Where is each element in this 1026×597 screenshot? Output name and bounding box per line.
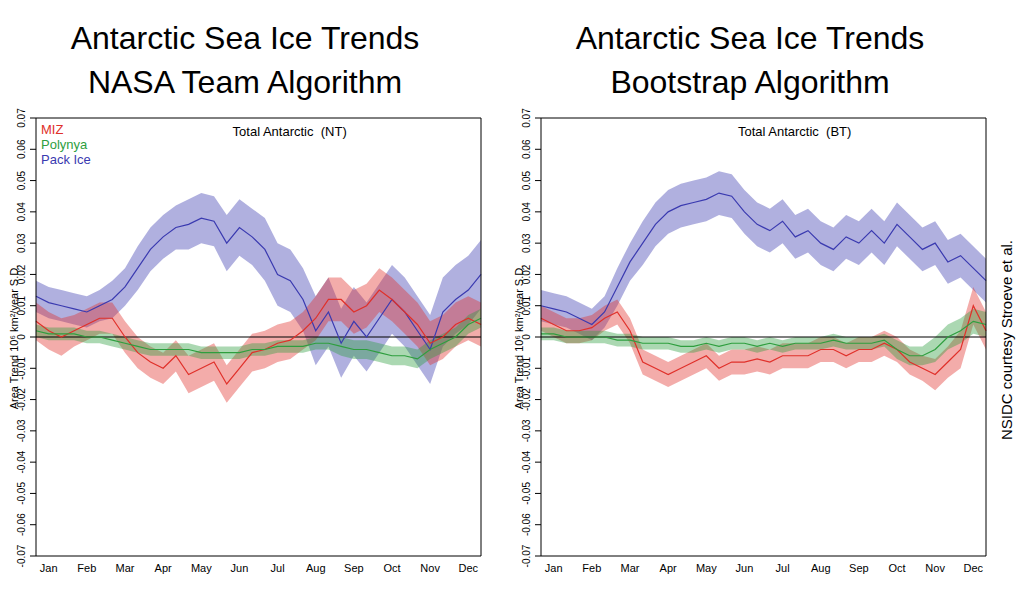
svg-text:Apr: Apr: [155, 562, 172, 574]
svg-text:Apr: Apr: [660, 562, 677, 574]
svg-text:Mar: Mar: [621, 562, 640, 574]
svg-text:0.07: 0.07: [521, 108, 532, 128]
svg-text:Jun: Jun: [231, 562, 249, 574]
svg-text:Aug: Aug: [811, 562, 831, 574]
svg-text:0.06: 0.06: [521, 139, 532, 159]
svg-text:Aug: Aug: [306, 562, 326, 574]
svg-text:Oct: Oct: [888, 562, 905, 574]
svg-text:Jan: Jan: [40, 562, 58, 574]
svg-text:-0.03: -0.03: [16, 419, 27, 442]
svg-text:0.07: 0.07: [16, 108, 27, 128]
svg-text:0.04: 0.04: [16, 202, 27, 222]
svg-text:0.03: 0.03: [16, 233, 27, 253]
svg-text:0.05: 0.05: [521, 170, 532, 190]
svg-text:Jul: Jul: [271, 562, 285, 574]
svg-text:0.05: 0.05: [16, 170, 27, 190]
svg-text:Nov: Nov: [420, 562, 440, 574]
svg-text:-0.04: -0.04: [521, 450, 532, 473]
svg-text:May: May: [696, 562, 717, 574]
svg-text:Oct: Oct: [383, 562, 400, 574]
svg-text:Jul: Jul: [776, 562, 790, 574]
svg-text:Nov: Nov: [925, 562, 945, 574]
svg-text:Dec: Dec: [459, 562, 479, 574]
svg-text:Sep: Sep: [344, 562, 364, 574]
svg-text:Sep: Sep: [849, 562, 869, 574]
svg-text:0.04: 0.04: [521, 202, 532, 222]
svg-text:Dec: Dec: [964, 562, 984, 574]
svg-text:-0.03: -0.03: [521, 419, 532, 442]
svg-text:Jan: Jan: [545, 562, 563, 574]
svg-text:-0.06: -0.06: [521, 513, 532, 536]
svg-text:Mar: Mar: [116, 562, 135, 574]
svg-text:-0.05: -0.05: [16, 482, 27, 505]
svg-text:-0.04: -0.04: [16, 450, 27, 473]
svg-text:Feb: Feb: [77, 562, 96, 574]
svg-text:May: May: [191, 562, 212, 574]
svg-text:Jun: Jun: [736, 562, 754, 574]
svg-text:Feb: Feb: [582, 562, 601, 574]
svg-text:-0.06: -0.06: [16, 513, 27, 536]
svg-text:-0.05: -0.05: [521, 482, 532, 505]
svg-text:0.06: 0.06: [16, 139, 27, 159]
svg-text:-0.07: -0.07: [16, 544, 27, 567]
svg-text:-0.07: -0.07: [521, 544, 532, 567]
svg-text:0.03: 0.03: [521, 233, 532, 253]
